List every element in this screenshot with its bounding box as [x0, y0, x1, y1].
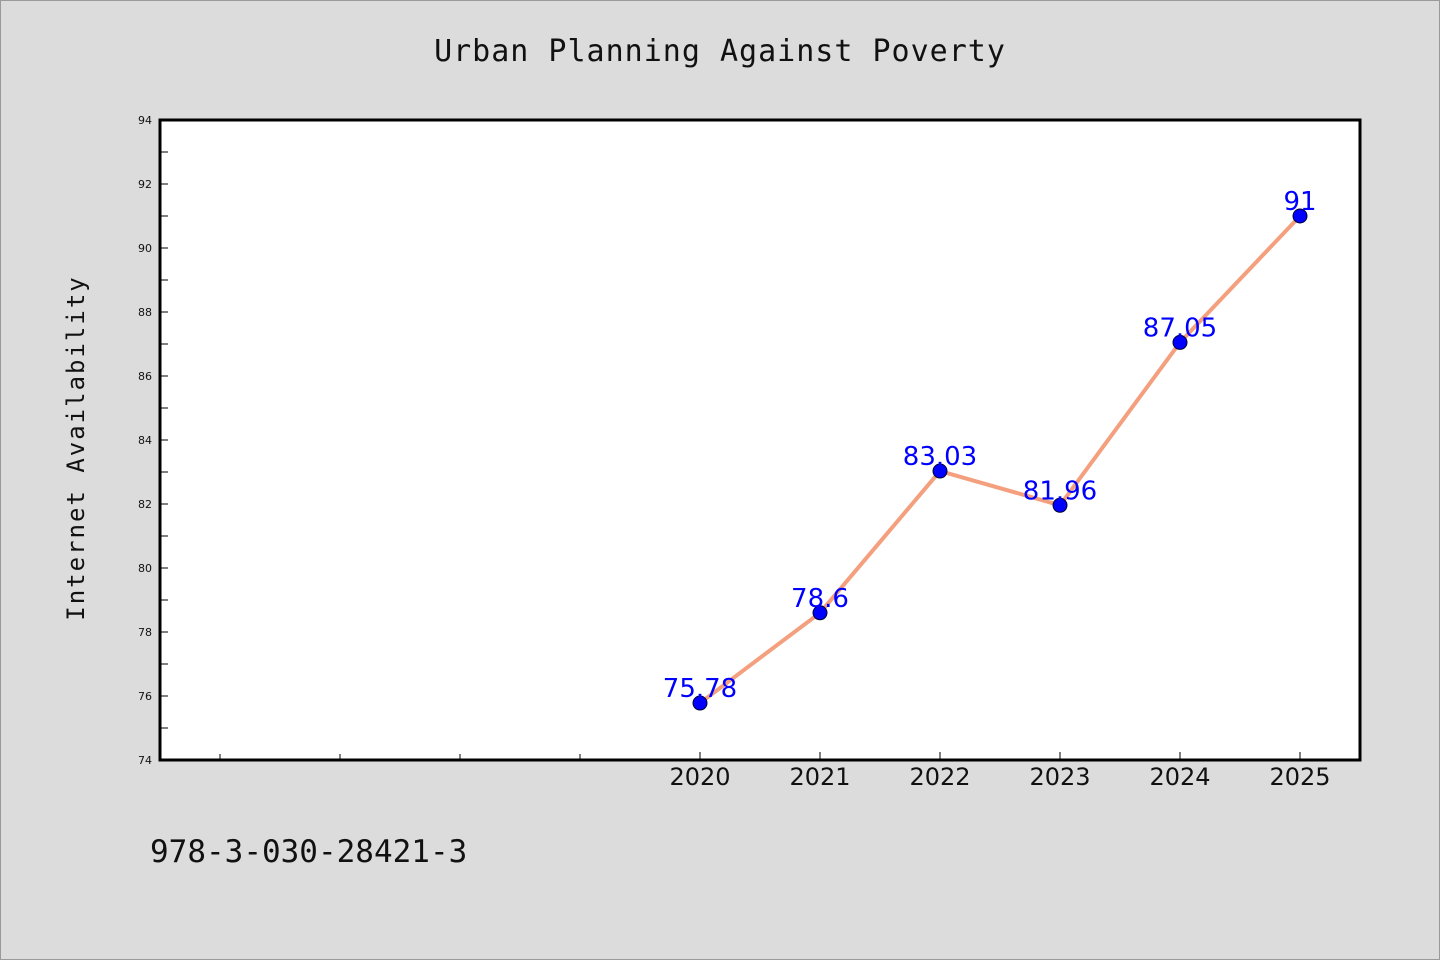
y-tick-label: 84 — [138, 434, 152, 447]
data-point — [812, 605, 828, 621]
series-line — [698, 214, 1302, 705]
y-tick-label: 86 — [138, 370, 152, 383]
x-tick-label: 2022 — [909, 763, 970, 791]
x-tick-label: 2021 — [789, 763, 850, 791]
data-label: 78.6 — [791, 584, 849, 614]
y-tick-label: 80 — [138, 562, 152, 575]
y-tick-label: 94 — [138, 114, 152, 127]
data-label: 75.78 — [663, 674, 737, 704]
y-tick-label: 88 — [138, 306, 152, 319]
data-label: 87.05 — [1143, 313, 1217, 343]
y-tick-label: 82 — [138, 498, 152, 511]
data-point — [1292, 208, 1308, 224]
plot-border — [158, 118, 1362, 762]
x-tick-label: 2020 — [669, 763, 730, 791]
x-tick-label: 2025 — [1269, 763, 1330, 791]
chart-title: Urban Planning Against Poverty — [434, 34, 1006, 69]
data-label: 81.96 — [1023, 476, 1097, 506]
data-label: 91 — [1283, 187, 1316, 217]
y-tick-label: 90 — [138, 242, 152, 255]
data-label: 83.03 — [903, 442, 977, 472]
data-point — [1172, 334, 1188, 350]
y-tick-label: 76 — [138, 690, 152, 703]
y-tick-label: 92 — [138, 178, 152, 191]
isbn-text: 978-3-030-28421-3 — [150, 834, 468, 870]
data-point — [932, 463, 948, 479]
x-tick-label: 2024 — [1149, 763, 1210, 791]
plot-area — [160, 120, 1360, 760]
data-point — [692, 695, 708, 711]
y-tick-label: 74 — [138, 754, 152, 767]
data-point — [1052, 497, 1068, 513]
x-tick-label: 2023 — [1029, 763, 1090, 791]
y-tick-label: 78 — [138, 626, 152, 639]
